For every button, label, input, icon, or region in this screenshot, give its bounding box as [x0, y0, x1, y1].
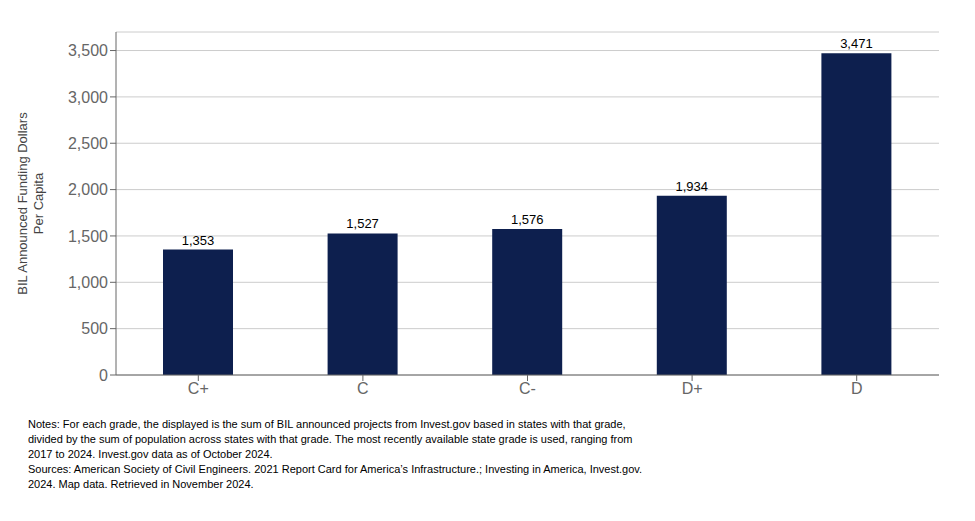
svg-text:D: D — [851, 380, 863, 397]
svg-text:2,500: 2,500 — [68, 135, 108, 152]
svg-text:3,500: 3,500 — [68, 42, 108, 59]
svg-text:2,000: 2,000 — [68, 181, 108, 198]
svg-text:3,000: 3,000 — [68, 89, 108, 106]
svg-text:1,500: 1,500 — [68, 228, 108, 245]
svg-text:1,000: 1,000 — [68, 274, 108, 291]
svg-text:BIL Announced Funding DollarsP: BIL Announced Funding DollarsPer Capita — [15, 112, 46, 295]
svg-text:1,527: 1,527 — [346, 216, 379, 231]
svg-text:C+: C+ — [188, 380, 209, 397]
svg-text:C-: C- — [519, 380, 536, 397]
svg-text:1,353: 1,353 — [182, 233, 215, 248]
html-text:Sources: American Society of C: Sources: American Society of Civil Engin… — [28, 463, 642, 475]
html-text:Notes: For each grade, the dis: Notes: For each grade, the displayed is … — [28, 418, 626, 430]
svg-text:1,576: 1,576 — [511, 212, 544, 227]
svg-text:500: 500 — [81, 320, 108, 337]
svg-text:3,471: 3,471 — [840, 36, 873, 51]
svg-text:C: C — [357, 380, 369, 397]
html-text:2024. Map data. Retrieved in N: 2024. Map data. Retrieved in November 20… — [28, 478, 254, 490]
html-text:2017 to 2024. Invest.gov data: 2017 to 2024. Invest.gov data as of Octo… — [28, 448, 273, 460]
svg-text:D+: D+ — [682, 380, 703, 397]
svg-text:1,934: 1,934 — [676, 179, 709, 194]
html-text:divided by the sum of populati: divided by the sum of population across … — [28, 433, 633, 445]
svg-text:0: 0 — [99, 367, 108, 384]
